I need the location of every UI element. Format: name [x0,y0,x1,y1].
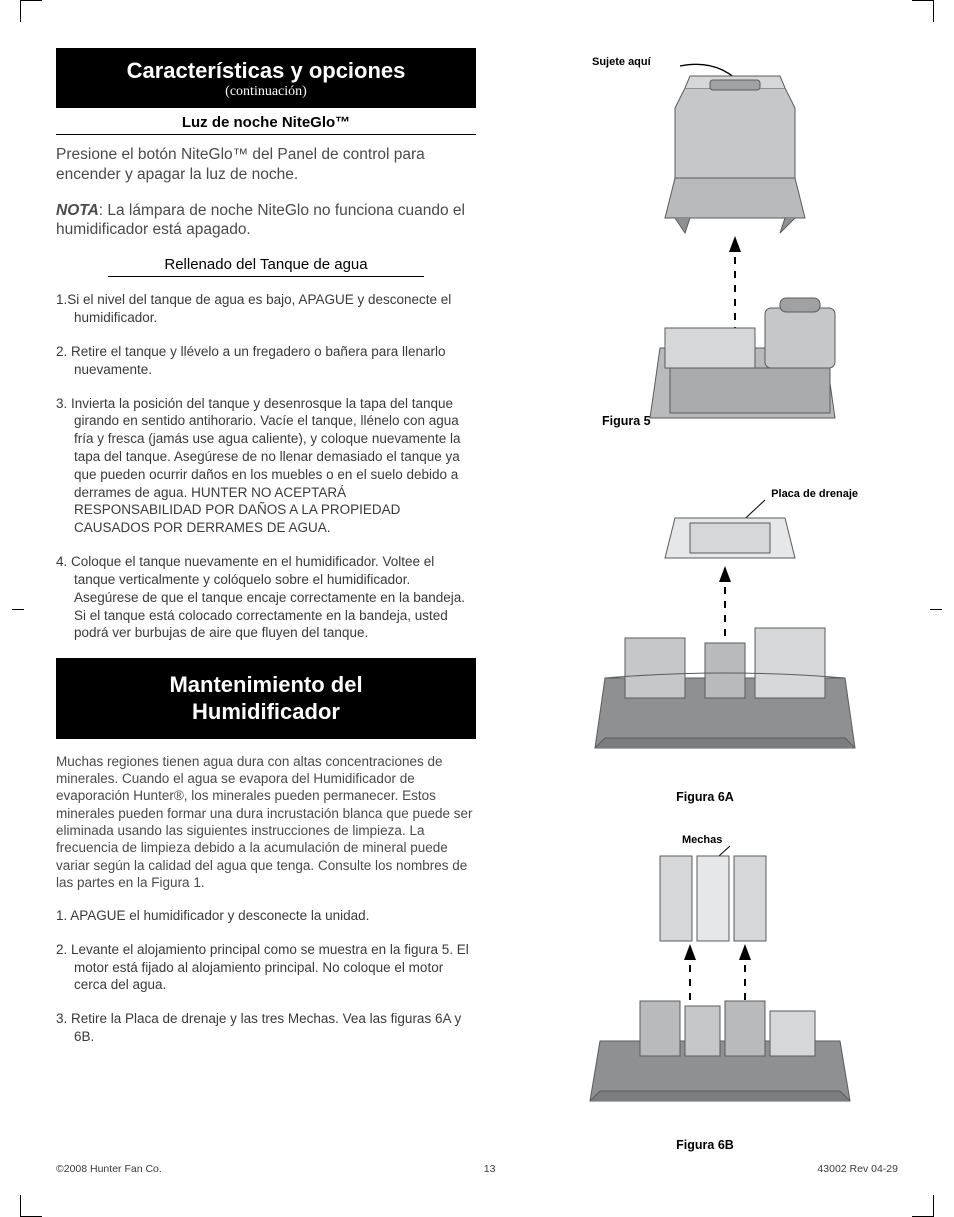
left-column: Características y opciones (continuación… [56,48,476,1174]
note-label: NOTA [56,202,99,219]
crop-mark [20,1195,21,1217]
figure-label: Sujete aquí [592,56,651,68]
step-item: 3. Invierta la posición del tanque y des… [56,395,476,538]
crop-mark [933,1195,934,1217]
figure-6b-illustration [535,826,875,1116]
note-text: : La lámpara de noche NiteGlo no funcion… [56,202,465,239]
step-item: 2. Levante el alojamiento principal como… [56,941,476,994]
section-title-line2: Humidificador [64,699,468,725]
figure-caption: Figura 6B [512,1138,898,1152]
note-paragraph: NOTA: La lámpara de noche NiteGlo no fun… [56,201,476,241]
section-subtitle: (continuación) [64,84,468,100]
crop-mark [20,0,21,22]
step-item: 4. Coloque el tanque nuevamente en el hu… [56,553,476,642]
footer-page-number: 13 [484,1163,496,1175]
refill-steps: 1.Si el nivel del tanque de agua es bajo… [56,291,476,642]
crop-mark [933,0,934,22]
figure-5: Sujete aquí [512,48,898,448]
figure-6a-illustration [535,478,875,768]
step-item: 1.Si el nivel del tanque de agua es bajo… [56,291,476,327]
page-columns: Características y opciones (continuación… [56,48,898,1174]
figure-6a: Placa de drenaje [512,478,898,778]
figure-5-illustration [535,48,875,438]
subheading-niteglo: Luz de noche NiteGlo™ [56,114,476,135]
page-footer: ©2008 Hunter Fan Co. 13 43002 Rev 04-29 [56,1163,898,1175]
footer-revision: 43002 Rev 04-29 [817,1163,898,1175]
footer-copyright: ©2008 Hunter Fan Co. [56,1163,162,1175]
maintenance-steps: 1. APAGUE el humidificador y desconecte … [56,907,476,1046]
section-header-features: Características y opciones (continuación… [56,48,476,108]
crop-mark [930,609,942,610]
step-item: 1. APAGUE el humidificador y desconecte … [56,907,476,925]
figure-label: Mechas [682,834,722,846]
right-column: Sujete aquí [512,48,898,1174]
section-title-line1: Mantenimiento del [64,672,468,698]
figure-6b: Mechas [512,826,898,1126]
section-header-maintenance: Mantenimiento del Humidificador [56,658,476,739]
figure-caption: Figura 5 [602,414,651,428]
subheading-refill: Rellenado del Tanque de agua [108,256,424,277]
paragraph: Muchas regiones tienen agua dura con alt… [56,753,476,891]
figure-label: Placa de drenaje [771,488,858,500]
figure-caption: Figura 6A [512,790,898,804]
step-item: 3. Retire la Placa de drenaje y las tres… [56,1010,476,1046]
paragraph: Presione el botón NiteGlo™ del Panel de … [56,145,476,185]
section-title: Características y opciones [64,58,468,84]
step-item: 2. Retire el tanque y llévelo a un frega… [56,343,476,379]
crop-mark [12,609,24,610]
